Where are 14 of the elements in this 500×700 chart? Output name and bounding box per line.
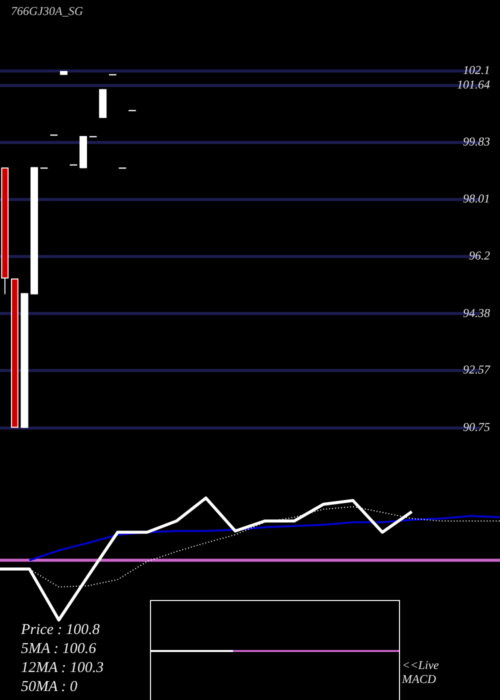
text: 5MA : 100.6 — [21, 640, 96, 659]
y-tick-label: 102.1 — [463, 63, 490, 78]
y-tick-label: 101.64 — [457, 78, 490, 92]
text: Price : 100.8 — [21, 621, 100, 640]
y-tick-label: 92.57 — [463, 362, 491, 377]
y-tick-label: 98.01 — [463, 192, 490, 206]
y-tick-label: 94.38 — [463, 306, 490, 320]
text: 12MA : 100.3 — [21, 659, 104, 678]
y-tick-label: 96.2 — [469, 248, 490, 263]
text: <<Live MACD — [402, 658, 440, 686]
y-tick-label: 99.83 — [463, 134, 490, 149]
y-tick-label: 90.75 — [463, 420, 490, 434]
text: 50MA : 0 — [21, 678, 78, 697]
chart-title: 766GJ30A_SG — [11, 4, 83, 19]
